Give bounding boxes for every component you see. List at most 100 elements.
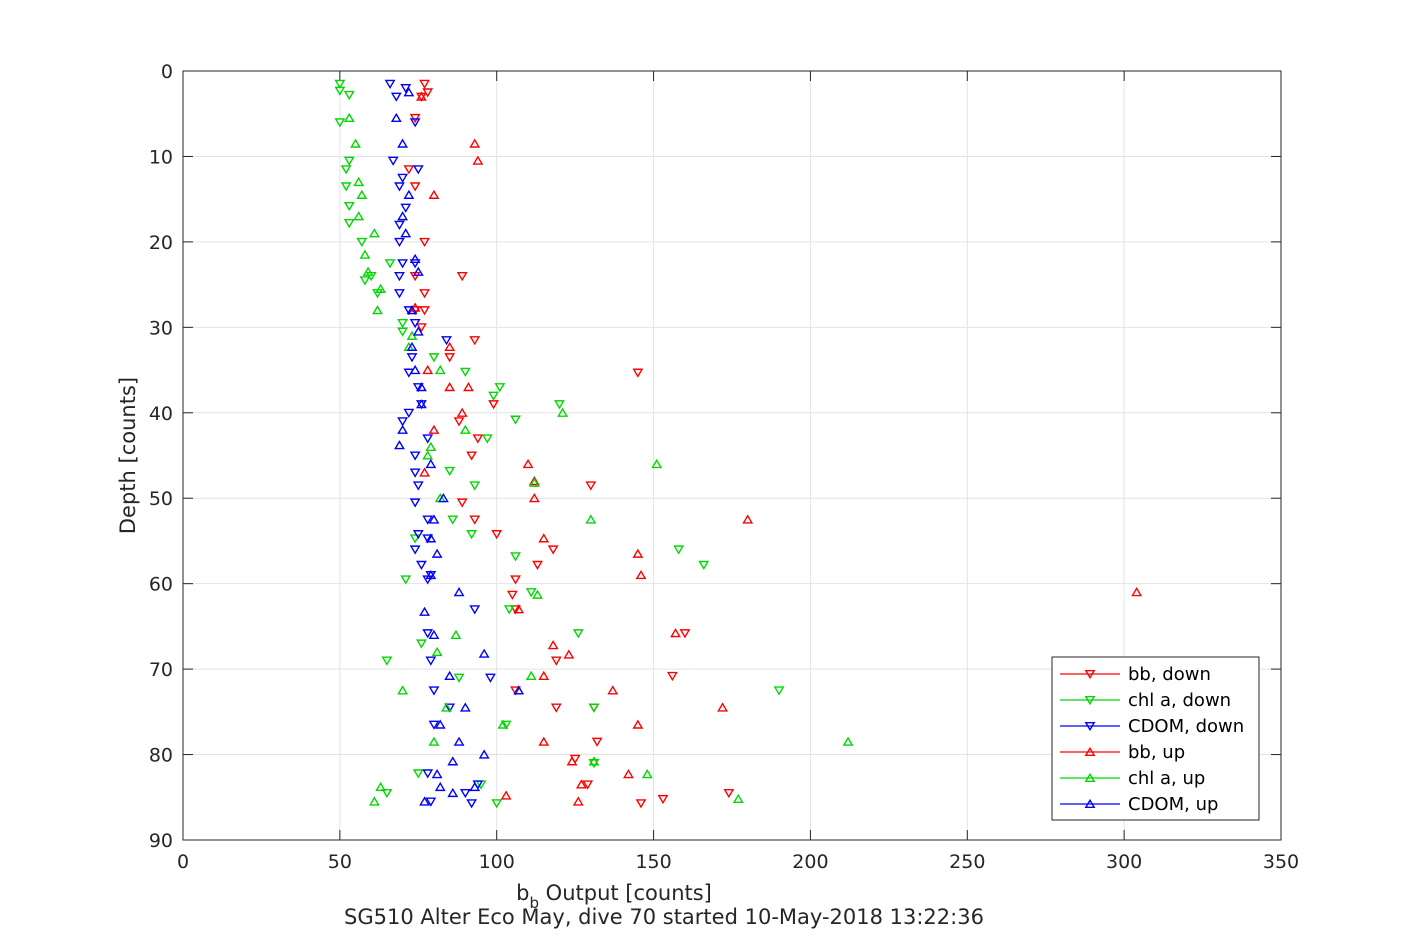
data-point-s5 xyxy=(434,719,446,729)
data-point-s2 xyxy=(394,272,405,282)
data-point-s3 xyxy=(463,381,474,392)
data-point-s3 xyxy=(607,685,619,695)
data-point-s5 xyxy=(415,381,427,392)
data-point-s4 xyxy=(353,211,365,221)
x-tick-label: 100 xyxy=(479,851,515,873)
data-point-s3 xyxy=(538,670,550,681)
data-point-s2 xyxy=(409,468,421,478)
data-point-s4 xyxy=(372,305,383,315)
data-point-s4 xyxy=(397,685,409,695)
data-point-s3 xyxy=(513,604,525,614)
data-point-s5 xyxy=(409,364,421,375)
data-point-s4 xyxy=(441,702,452,712)
data-point-s3 xyxy=(566,756,578,766)
data-point-s3 xyxy=(538,736,550,746)
data-point-s2 xyxy=(485,673,496,683)
data-point-s5 xyxy=(412,266,424,276)
data-point-s5 xyxy=(394,440,405,450)
data-point-s1 xyxy=(503,605,515,615)
data-point-s3 xyxy=(528,493,540,503)
data-point-s0 xyxy=(456,272,468,282)
data-point-s0 xyxy=(444,353,456,363)
y-tick-label: 50 xyxy=(149,488,173,510)
data-point-s2 xyxy=(422,434,434,444)
data-point-s0 xyxy=(506,590,518,600)
data-point-s1 xyxy=(469,481,481,491)
data-point-s1 xyxy=(773,686,785,696)
x-tick-label: 150 xyxy=(635,851,671,873)
data-point-s5 xyxy=(397,424,409,434)
data-point-s5 xyxy=(419,606,430,616)
data-point-s1 xyxy=(481,434,493,444)
data-point-s0 xyxy=(469,336,481,346)
data-point-s2 xyxy=(390,92,402,102)
data-point-s2 xyxy=(394,237,405,248)
data-point-s3 xyxy=(422,364,434,375)
legend-label: bb, up xyxy=(1128,742,1185,763)
data-point-s1 xyxy=(340,165,352,175)
legend-marker xyxy=(1084,695,1096,706)
x-axis-label-main: b xyxy=(516,881,529,905)
data-point-s1 xyxy=(415,639,427,649)
plot-area xyxy=(182,70,1282,841)
data-point-s2 xyxy=(459,788,471,799)
data-point-s1 xyxy=(444,466,456,477)
data-point-s2 xyxy=(409,118,421,128)
data-point-s3 xyxy=(428,424,440,434)
data-point-s1 xyxy=(453,673,465,683)
legend-marker xyxy=(1084,746,1096,757)
data-point-s1 xyxy=(343,201,355,212)
data-point-s2 xyxy=(409,451,421,461)
data-point-s4 xyxy=(406,330,418,340)
data-point-s4 xyxy=(422,450,434,460)
data-point-s2 xyxy=(403,408,415,418)
data-point-s0 xyxy=(491,530,503,540)
data-point-s3 xyxy=(444,381,456,392)
data-point-s1 xyxy=(340,182,352,192)
x-axis-label: bb Output [counts] xyxy=(516,881,712,912)
data-point-s5 xyxy=(428,629,440,639)
data-point-s5 xyxy=(419,796,430,806)
x-tick-label: 350 xyxy=(1263,851,1299,873)
data-point-s4 xyxy=(362,266,374,276)
data-point-s2 xyxy=(400,203,412,213)
data-point-s0 xyxy=(510,686,521,696)
y-tick-label: 90 xyxy=(149,830,173,852)
data-point-s0 xyxy=(469,515,481,525)
data-point-s0 xyxy=(472,434,484,444)
data-point-s0 xyxy=(422,88,434,98)
data-point-s2 xyxy=(412,481,424,491)
y-tick-label: 20 xyxy=(149,232,173,254)
data-point-s0 xyxy=(666,671,678,682)
data-point-s1 xyxy=(381,656,393,666)
data-point-s4 xyxy=(431,646,443,657)
data-point-s2 xyxy=(406,353,418,363)
data-point-s2 xyxy=(412,530,424,540)
data-point-s1 xyxy=(356,237,368,248)
data-point-s2 xyxy=(412,165,424,175)
data-point-s2 xyxy=(409,545,421,555)
data-point-s4 xyxy=(359,249,371,259)
y-tick-label: 0 xyxy=(161,61,173,83)
data-point-s1 xyxy=(554,400,565,410)
data-point-s2 xyxy=(422,769,434,779)
data-point-s5 xyxy=(406,341,418,352)
data-point-s1 xyxy=(488,391,500,401)
data-point-s1 xyxy=(381,788,393,799)
data-point-s5 xyxy=(409,253,421,264)
data-point-s0 xyxy=(466,451,478,461)
data-points xyxy=(334,79,1143,809)
data-point-s3 xyxy=(670,628,681,638)
data-point-s2 xyxy=(400,84,412,94)
data-point-s1 xyxy=(343,219,355,229)
data-point-s3 xyxy=(717,702,729,712)
data-point-s0 xyxy=(415,323,427,333)
y-tick-label: 30 xyxy=(149,317,173,339)
data-point-s2 xyxy=(397,173,409,183)
data-point-s1 xyxy=(588,759,600,769)
data-point-s4 xyxy=(651,458,663,469)
data-point-s5 xyxy=(425,458,437,469)
data-point-s5 xyxy=(415,399,427,409)
data-point-s3 xyxy=(528,475,540,486)
legend-label: chl a, up xyxy=(1128,768,1205,789)
